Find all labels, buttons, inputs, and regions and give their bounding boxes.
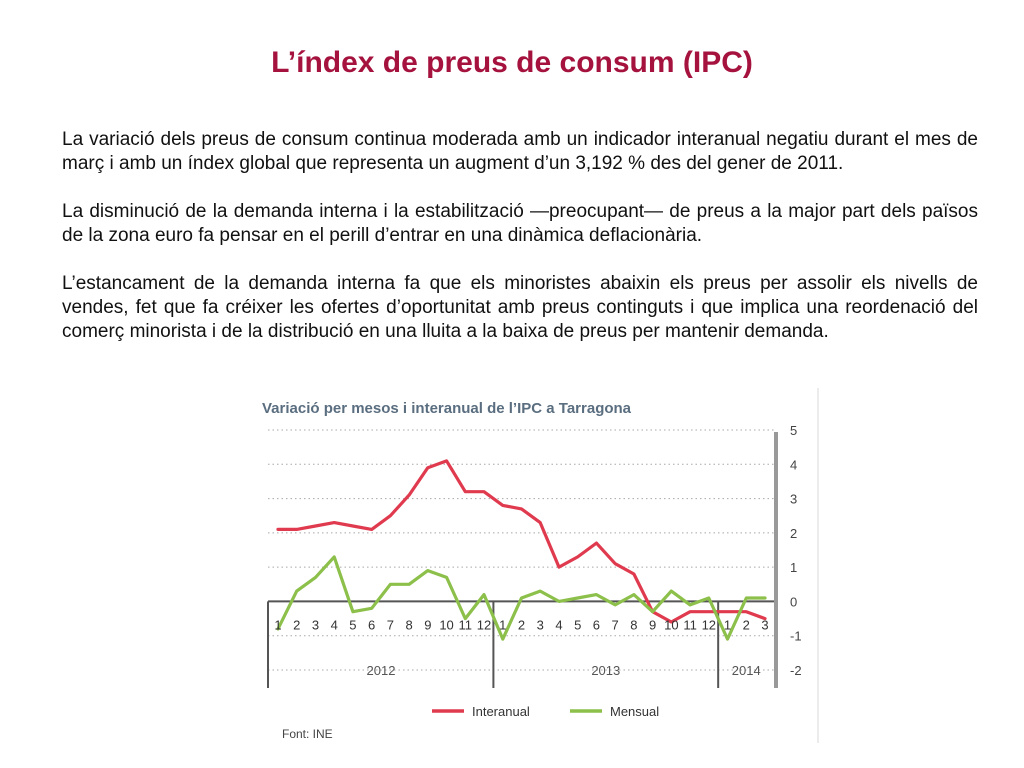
y-tick-label: 4 bbox=[790, 457, 797, 472]
x-tick-label: 1 bbox=[274, 617, 281, 632]
x-tick-label: 1 bbox=[724, 617, 731, 632]
x-tick-label: 4 bbox=[331, 617, 338, 632]
y-tick-label: 5 bbox=[790, 423, 797, 438]
y-tick-label: -1 bbox=[790, 629, 802, 644]
x-tick-label: 6 bbox=[368, 617, 375, 632]
x-tick-label: 11 bbox=[683, 617, 697, 632]
x-tick-label: 6 bbox=[593, 617, 600, 632]
x-tick-label: 7 bbox=[387, 617, 394, 632]
x-tick-label: 3 bbox=[312, 617, 319, 632]
x-tick-label: 12 bbox=[477, 617, 491, 632]
body-text: La variació dels preus de consum continu… bbox=[62, 128, 978, 368]
year-label: 2014 bbox=[732, 663, 761, 678]
x-tick-label: 5 bbox=[349, 617, 356, 632]
x-tick-label: 2 bbox=[293, 617, 300, 632]
year-label: 2013 bbox=[591, 663, 620, 678]
x-tick-label: 11 bbox=[459, 617, 473, 632]
x-tick-label: 4 bbox=[555, 617, 562, 632]
x-tick-label: 10 bbox=[439, 617, 453, 632]
x-tick-label: 12 bbox=[702, 617, 716, 632]
x-tick-label: 8 bbox=[405, 617, 412, 632]
x-tick-label: 5 bbox=[574, 617, 581, 632]
x-tick-label: 3 bbox=[761, 617, 768, 632]
x-tick-label: 8 bbox=[630, 617, 637, 632]
paragraph-1: La variació dels preus de consum continu… bbox=[62, 129, 978, 174]
ipc-chart: Variació per mesos i interanual de l’IPC… bbox=[240, 388, 820, 743]
x-tick-label: 1 bbox=[499, 617, 506, 632]
y-tick-label: 0 bbox=[790, 594, 797, 609]
ipc-chart-svg: Variació per mesos i interanual de l’IPC… bbox=[262, 388, 819, 743]
y-tick-label: -2 bbox=[790, 663, 802, 678]
paragraph-2: La disminució de la demanda interna i la… bbox=[62, 201, 978, 246]
x-tick-label: 7 bbox=[612, 617, 619, 632]
y-tick-label: 1 bbox=[790, 560, 797, 575]
y-tick-label: 2 bbox=[790, 526, 797, 541]
series-line-mensual bbox=[276, 555, 767, 641]
x-tick-label: 10 bbox=[664, 617, 678, 632]
year-label: 2012 bbox=[367, 663, 396, 678]
x-tick-label: 9 bbox=[649, 617, 656, 632]
legend-label: Mensual bbox=[610, 704, 659, 719]
slide-title: L’índex de preus de consum (IPC) bbox=[271, 46, 753, 79]
chart-title: Variació per mesos i interanual de l’IPC… bbox=[262, 400, 632, 417]
x-tick-label: 9 bbox=[424, 617, 431, 632]
x-tick-label: 2 bbox=[518, 617, 525, 632]
legend-label: Interanual bbox=[472, 704, 530, 719]
y-tick-label: 3 bbox=[790, 492, 797, 507]
x-tick-label: 2 bbox=[743, 617, 750, 632]
series-line-interanual bbox=[276, 459, 767, 624]
chart-source: Font: INE bbox=[282, 727, 333, 741]
paragraph-3: L’estancament de la demanda interna fa q… bbox=[62, 273, 978, 342]
x-tick-label: 3 bbox=[537, 617, 544, 632]
